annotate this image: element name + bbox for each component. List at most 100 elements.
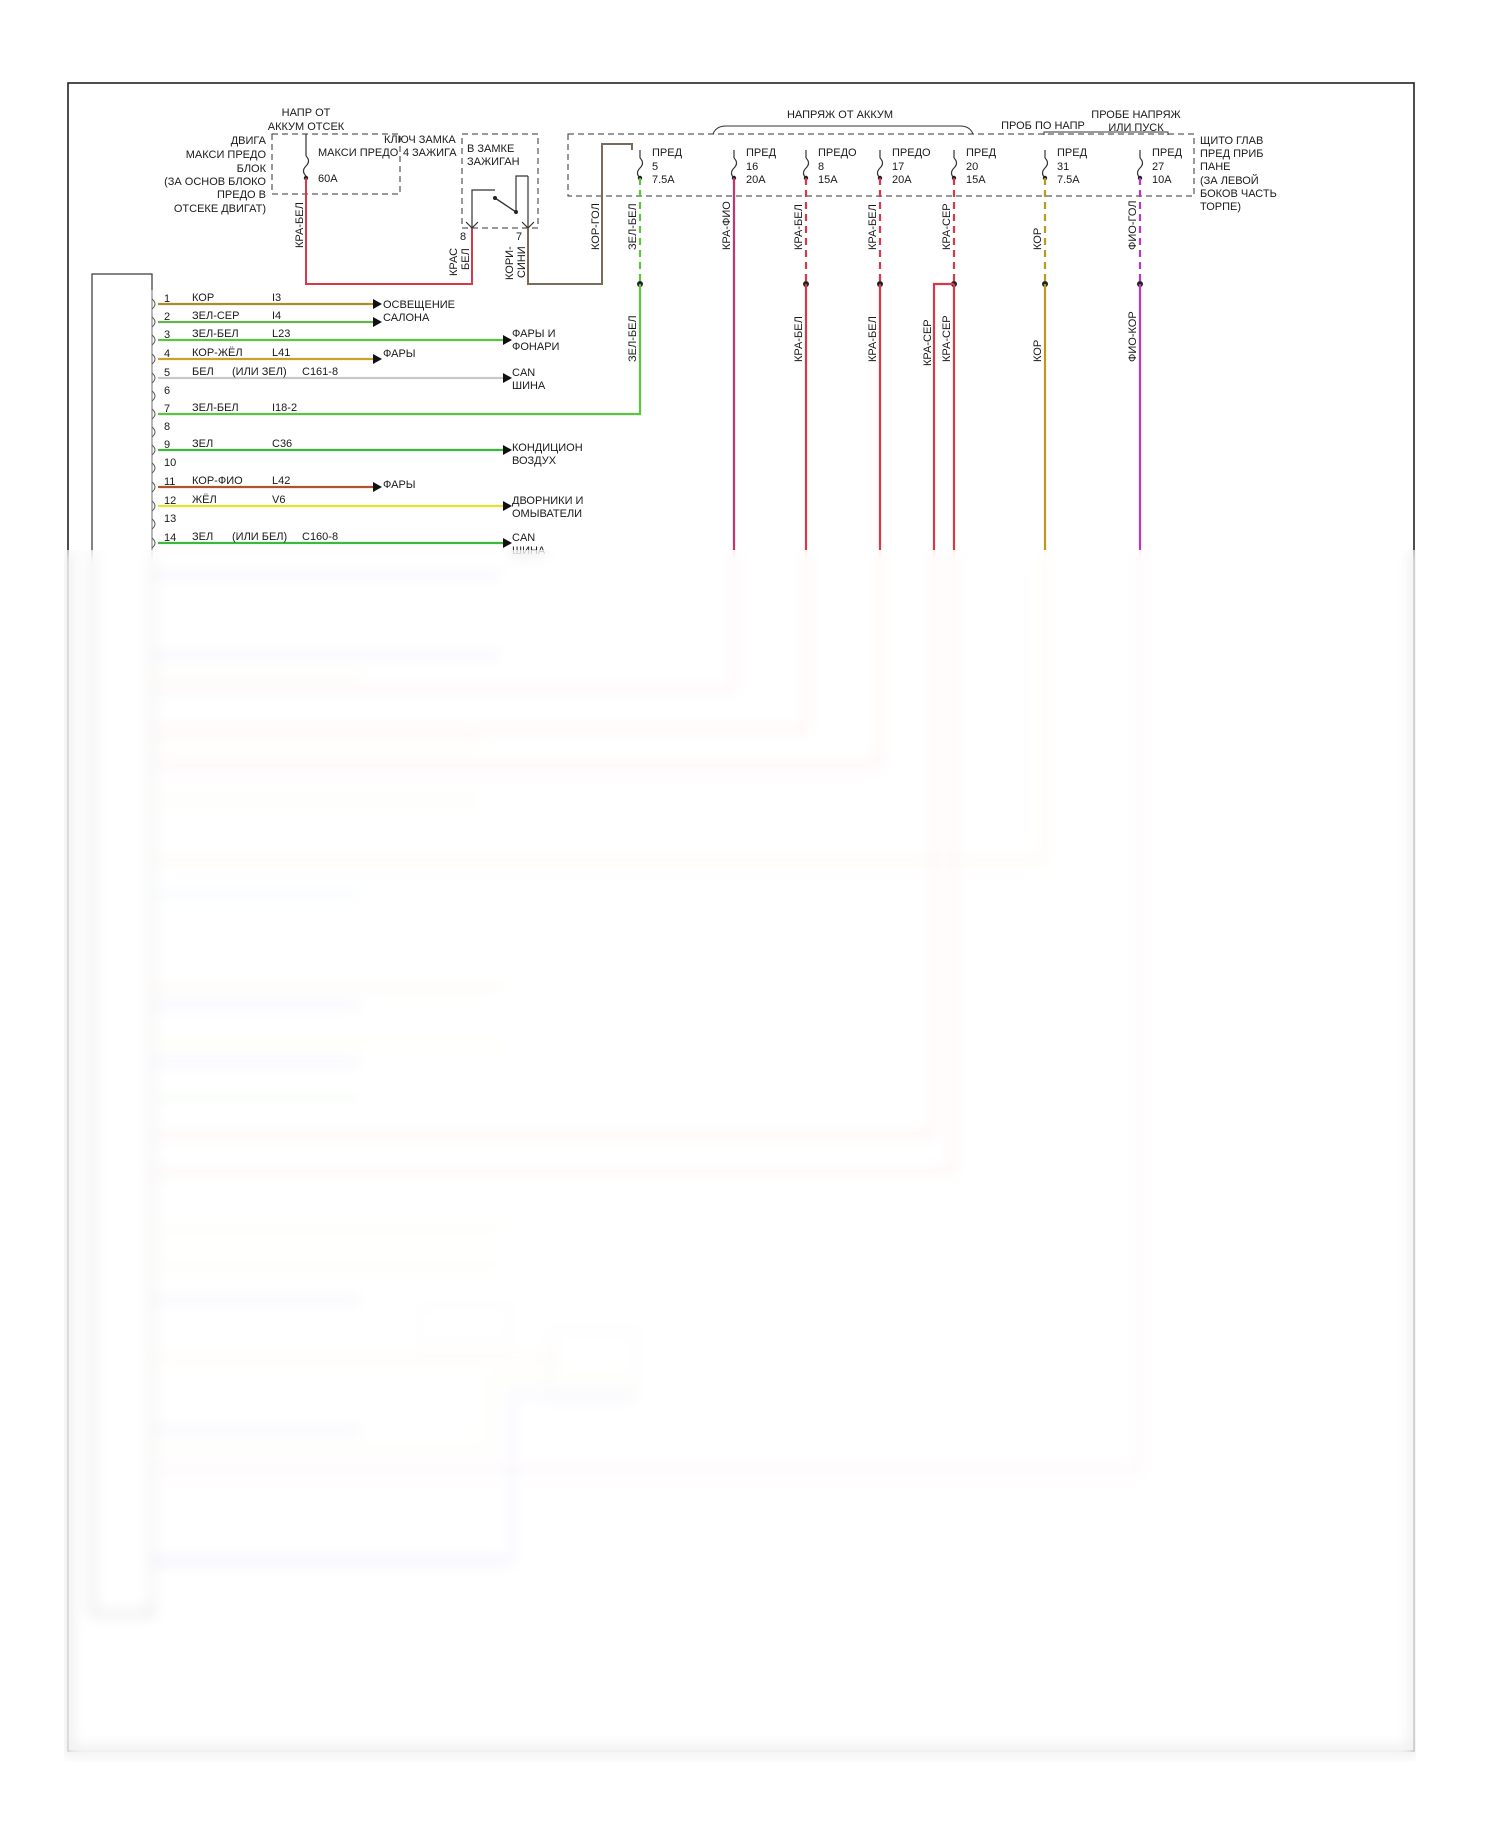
pin-5-wire-color: БЕЛ <box>192 366 214 378</box>
pin-12-wire-color: ЖЁЛ <box>192 494 217 506</box>
ignition-lock-label-2: ЗАЖИГАН <box>467 156 520 168</box>
fuse-5: ПРЕД 57.5A ЗЕЛ-БЕЛ ЗЕЛ-БЕЛ <box>627 147 683 413</box>
fuse-16-number: 16 <box>746 161 758 173</box>
dest-wipers-line-1: ДВОРНИКИ И <box>512 495 583 507</box>
maxi-block-label-3: БЛОК <box>237 163 267 175</box>
pin-row-8: 8 <box>151 421 170 438</box>
dest-fary1-line-1: ФАРЫ <box>383 348 416 360</box>
ignition-key-label-1: КЛЮЧ ЗАМКА <box>384 134 456 146</box>
ignition-wire-7-label-1: КОРИ- <box>504 246 516 280</box>
pin-14-wire-note: (ИЛИ БЕЛ) <box>232 531 287 543</box>
maxi-fuse: КРА-БЕЛ <box>294 134 473 285</box>
fuse-31-name: ПРЕД <box>1057 147 1088 159</box>
dest-fary2-line-1: ФАРЫ <box>383 479 416 491</box>
pin-row-11: 11 КОР-ФИО L42 <box>151 475 382 493</box>
pin-row-2: 2 ЗЕЛ-СЕР I4 <box>151 310 382 328</box>
fuse-20-branch: КРА-СЕР <box>922 282 954 550</box>
fuse-27-name: ПРЕД <box>1152 147 1183 159</box>
fuse-8-wire-bottom-label: КРА-БЕЛ <box>793 316 805 362</box>
dest-fary1: ФАРЫ <box>383 348 416 360</box>
pin-14-arrow <box>503 538 512 548</box>
ignition-wire-7-label-2: СИНИ <box>516 246 528 278</box>
pin-row-13: 13 <box>151 513 176 530</box>
ignition-pin-7: 7 <box>516 231 522 243</box>
pin-14-wire-color: ЗЕЛ <box>192 531 213 543</box>
fuse-5-name: ПРЕД <box>652 147 683 159</box>
fuse-8-number: 8 <box>818 161 824 173</box>
pin-11-number: 11 <box>164 476 175 488</box>
pin-row-14: 14 ЗЕЛ (ИЛИ БЕЛ) C160-8 <box>151 531 512 549</box>
fuse-17-rating: 20A <box>892 174 912 186</box>
pin-4-arrow <box>373 354 382 364</box>
dest-wipers-line-2: ОМЫВАТЕЛИ <box>512 508 582 520</box>
pin-3-arrow <box>503 335 512 345</box>
pin-3-number: 3 <box>164 329 170 341</box>
maxi-fuse-amp: 60A <box>318 173 338 185</box>
maxi-block-box <box>271 133 401 195</box>
fuse-5-wire-bottom-label: ЗЕЛ-БЕЛ <box>627 315 639 362</box>
batt-engine-label-1: НАПР ОТ <box>282 107 331 119</box>
batt-voltage-label: НАПРЯЖ ОТ АККУМ <box>787 109 893 121</box>
fuse-5-wire-top-label: ЗЕЛ-БЕЛ <box>627 203 639 250</box>
top-labels: НАПР ОТ АККУМ ОТСЕК ДВИГА МАКСИ ПРЕДО БЛ… <box>164 107 1277 215</box>
pin-9-arrow <box>503 445 512 455</box>
pin-9-wire-color: ЗЕЛ <box>192 438 213 450</box>
ignition-key-label-2: ЗАЖИГА <box>412 147 457 159</box>
dest-fary2: ФАРЫ <box>383 479 416 491</box>
dest-can1-line-1: CAN <box>512 367 535 379</box>
fuse-20-wire-bottom-label: КРА-СЕР <box>941 315 953 362</box>
fuse-20-rating: 15A <box>966 174 986 186</box>
ignition-output-wire <box>527 143 633 285</box>
panel-label-4: (ЗА ЛЕВОЙ <box>1200 174 1259 187</box>
fuse-16-name: ПРЕД <box>746 147 777 159</box>
dest-can1-line-2: ШИНА <box>512 380 546 392</box>
pin-9-number: 9 <box>164 439 170 451</box>
pin-10-number: 10 <box>164 457 176 469</box>
pin-row-10: 10 <box>151 457 176 474</box>
dest-headlamps-line-1: ФАРЫ И <box>512 328 556 340</box>
pin-7-number: 7 <box>164 403 170 415</box>
pin-1-wire-color: КОР <box>192 292 214 304</box>
fuse-27-wire-bottom-label: ФИО-КОР <box>1127 311 1139 362</box>
pin-row-6: 6 <box>151 385 170 402</box>
fuse-layer: ПРЕД57.5AЗЕЛ-БЕЛЗЕЛ-БЕЛПРЕД1620AКРА-ФИОП… <box>627 147 1183 550</box>
maxi-block-label-6: ОТСЕКЕ ДВИГАТ) <box>174 203 266 215</box>
maxi-fuse-num: 4 <box>403 147 409 159</box>
pin-2-arrow <box>373 317 382 327</box>
fuse-8-name: ПРЕДО <box>818 147 857 159</box>
fuse-27-rating: 10A <box>1152 174 1172 186</box>
fuse-31-wire-top-label: КОР <box>1032 228 1044 250</box>
pin-row-5: 5 БЕЛ (ИЛИ ЗЕЛ) C161-8 <box>151 366 512 384</box>
pin-1-circuit: I3 <box>272 292 281 304</box>
dest-salon-line-2: САЛОНА <box>383 312 430 324</box>
maxi-fuse-name: МАКСИ ПРЕДО <box>318 147 399 159</box>
panel-label-2: ПРЕД ПРИБ <box>1200 148 1263 160</box>
probe-start-label-2: ИЛИ ПУСК <box>1108 122 1164 134</box>
blurred-lower-section <box>64 550 1416 1762</box>
maxi-output-wire <box>305 178 473 285</box>
ignition-wire-8-label-2: БЕЛ <box>460 248 472 270</box>
fuse-20-branch-label: КРА-СЕР <box>922 319 934 366</box>
pin-layer: 1 КОР I3 2 ЗЕЛ-СЕР I4 3 ЗЕЛ-БЕЛ L23 4 КОР-ЖЁЛ L41 5 Б… <box>151 292 642 557</box>
panel-label-3: ПАНЕ <box>1200 161 1231 173</box>
pin-5-number: 5 <box>164 367 170 379</box>
fuse-31: ПРЕД 317.5A КОР КОР <box>1032 147 1088 550</box>
dest-can2-line-1: CAN <box>512 532 535 544</box>
fuse-17-name: ПРЕДО <box>892 147 931 159</box>
pin-7-wire <box>158 412 642 416</box>
maxi-block-label-4: (ЗА ОСНОВ БЛОКО <box>164 176 266 188</box>
ignition-switch-box <box>461 133 539 229</box>
fuse-8-wire-top-label: КРА-БЕЛ <box>793 204 805 250</box>
pin-1-number: 1 <box>164 293 170 305</box>
panel-label-6: ТОРПЕ) <box>1200 201 1241 213</box>
pin-12-number: 12 <box>164 495 176 507</box>
pin-2-wire-color: ЗЕЛ-СЕР <box>192 310 239 322</box>
pin-11-arrow <box>373 482 382 492</box>
pin-2-number: 2 <box>164 311 170 323</box>
